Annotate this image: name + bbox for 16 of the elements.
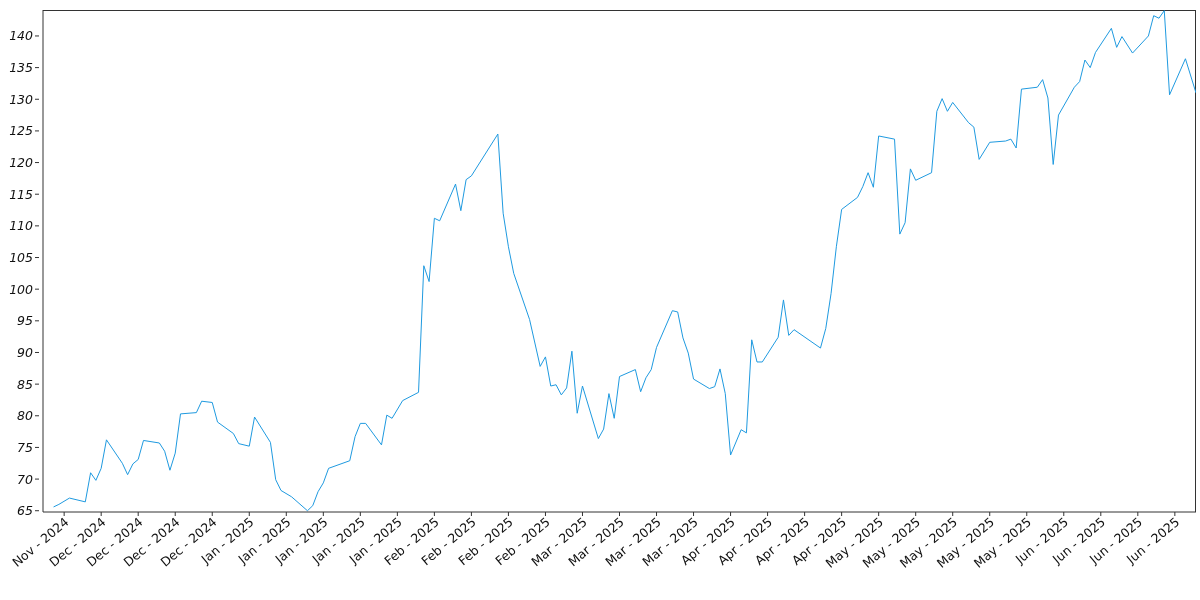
- y-tick-label: 95: [17, 313, 34, 329]
- y-tick-label: 135: [9, 60, 34, 76]
- y-tick-label: 100: [9, 281, 34, 297]
- y-tick-label: 65: [17, 503, 34, 519]
- y-tick-label: 120: [9, 155, 34, 171]
- y-tick-label: 105: [9, 250, 34, 266]
- y-tick-label: 90: [17, 344, 34, 360]
- y-tick-label: 80: [17, 408, 34, 424]
- y-tick-label: 70: [17, 471, 34, 487]
- y-tick-label: 110: [9, 218, 34, 234]
- y-tick-label: 125: [9, 123, 34, 139]
- y-tick-label: 130: [9, 91, 34, 107]
- y-tick-label: 75: [17, 439, 34, 455]
- y-tick-label: 115: [9, 186, 34, 202]
- y-tick-label: 140: [9, 28, 34, 44]
- y-tick-label: 85: [17, 376, 34, 392]
